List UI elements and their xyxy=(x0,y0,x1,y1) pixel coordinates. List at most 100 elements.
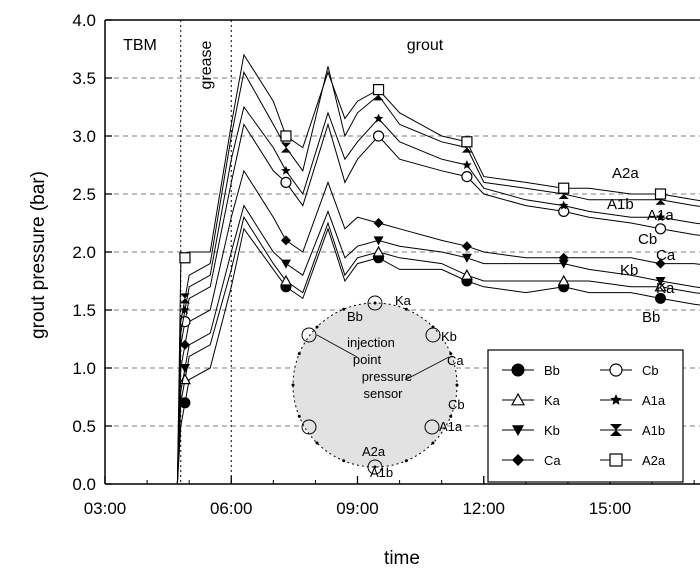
series-end-label: Kb xyxy=(620,262,638,279)
legend-label-ca: Ca xyxy=(544,453,561,468)
marker-a2a xyxy=(654,188,667,200)
rim-dot xyxy=(373,465,377,469)
series-end-label: Ka xyxy=(656,280,675,297)
series-a2a xyxy=(105,53,700,485)
phase-label-grease: grease xyxy=(198,40,215,89)
rim-dot xyxy=(449,352,453,356)
marker-a2a xyxy=(280,130,292,142)
marker-ca xyxy=(179,339,190,350)
rim-dot xyxy=(455,383,459,387)
phase-markers: TBM grease grout xyxy=(123,20,444,484)
legend-label-a1a: A1a xyxy=(642,393,666,408)
marker-a1b xyxy=(280,142,291,153)
marker-cb xyxy=(280,176,292,188)
marker-ka xyxy=(372,245,385,257)
marker-ca xyxy=(512,454,524,466)
rim-dot xyxy=(449,414,453,418)
inset-text: injection xyxy=(347,335,395,350)
series-line-cb xyxy=(105,122,700,485)
inset-position-label: Bb xyxy=(347,309,363,324)
legend-label-cb: Cb xyxy=(642,363,659,378)
rim-dot xyxy=(297,414,301,418)
marker-ca xyxy=(655,258,666,269)
legend-label-bb: Bb xyxy=(544,363,560,378)
x-tick-label: 03:00 xyxy=(84,499,127,518)
marker-a1a xyxy=(462,160,472,169)
phase-label-grout: grout xyxy=(407,37,444,54)
inset-position-label: A1a xyxy=(439,419,463,434)
y-tick-label: 1.0 xyxy=(72,359,96,378)
series-end-label: Ca xyxy=(656,247,676,264)
x-axis-title: time xyxy=(384,548,420,569)
rim-dot xyxy=(297,352,301,356)
inset-text: pressure xyxy=(362,369,413,384)
rim-dot xyxy=(291,383,295,387)
marker-cb xyxy=(609,363,623,377)
legend: Bb Cb Ka A1a Kb A1b Ca A2a xyxy=(487,349,684,483)
series-line-a2a xyxy=(105,53,700,485)
marker-bb xyxy=(511,363,525,377)
pressure-sensor-ring xyxy=(424,419,440,435)
series-end-label: A2a xyxy=(612,165,639,182)
marker-ka xyxy=(279,274,292,286)
legend-label-kb: Kb xyxy=(544,423,560,438)
legend-label-a1b: A1b xyxy=(642,423,665,438)
y-tick-label: 2.5 xyxy=(72,185,96,204)
inset-text: point xyxy=(353,352,382,367)
series-ka xyxy=(105,215,700,485)
series-line-a1b xyxy=(105,66,700,485)
x-tick-label: 06:00 xyxy=(210,499,253,518)
y-tick-label: 3.5 xyxy=(72,69,96,88)
marker-a2a xyxy=(609,453,623,467)
marker-kb xyxy=(280,259,291,269)
series-line-ka xyxy=(105,215,700,485)
y-tick-label: 0.0 xyxy=(72,475,96,494)
series-line-a1a xyxy=(105,105,700,485)
marker-kb xyxy=(373,236,384,246)
rim-dot xyxy=(404,307,408,311)
rim-dot xyxy=(315,325,319,329)
legend-label-a2a: A2a xyxy=(642,453,666,468)
axes: 0.0 0.5 1.0 1.5 2.0 2.5 3.0 3.5 4.0 03:00 06:00 09:… xyxy=(28,11,700,569)
legend-label-ka: Ka xyxy=(544,393,561,408)
marker-ca xyxy=(280,235,291,246)
rim-dot xyxy=(373,301,377,305)
series-line-ca xyxy=(105,169,700,485)
series-line-bb xyxy=(105,227,700,485)
marker-cb xyxy=(372,130,385,142)
marker-a1a xyxy=(373,113,384,123)
pressure-sensor-ring xyxy=(301,419,317,435)
marker-a1a xyxy=(559,200,569,210)
marker-kb xyxy=(512,425,524,436)
x-tick-label: 15:00 xyxy=(589,499,632,518)
inset-position-label: Kb xyxy=(441,329,457,344)
series-end-label: Bb xyxy=(642,309,660,326)
rim-dot xyxy=(431,441,435,445)
marker-kb xyxy=(558,259,569,269)
y-tick-label: 4.0 xyxy=(72,11,96,30)
inset-text: sensor xyxy=(363,386,403,401)
marker-ka xyxy=(510,392,526,406)
sensor-diagram-inset: injection point pressure sensor Ka Bb Kb Ca Cb A1… xyxy=(291,293,465,480)
y-tick-label: 1.5 xyxy=(72,301,96,320)
marker-kb xyxy=(179,364,190,373)
rim-dot xyxy=(342,307,346,311)
pressure-sensor-ring xyxy=(367,295,383,311)
rim-dot xyxy=(315,441,319,445)
series-layer xyxy=(105,53,700,485)
rim-dot xyxy=(431,325,435,329)
inset-position-label: Ca xyxy=(447,353,464,368)
marker-ca xyxy=(373,218,384,228)
pressure-sensor-ring xyxy=(367,459,383,475)
series-line-kb xyxy=(105,204,700,485)
marker-a1b xyxy=(610,424,622,436)
series-end-label: Cb xyxy=(638,231,657,248)
series-end-label: A1b xyxy=(607,196,634,213)
marker-kb xyxy=(461,253,472,263)
marker-ka xyxy=(460,268,473,280)
marker-a2a xyxy=(461,136,473,148)
y-axis-title: grout pressure (bar) xyxy=(28,171,49,339)
marker-ka xyxy=(557,274,570,286)
